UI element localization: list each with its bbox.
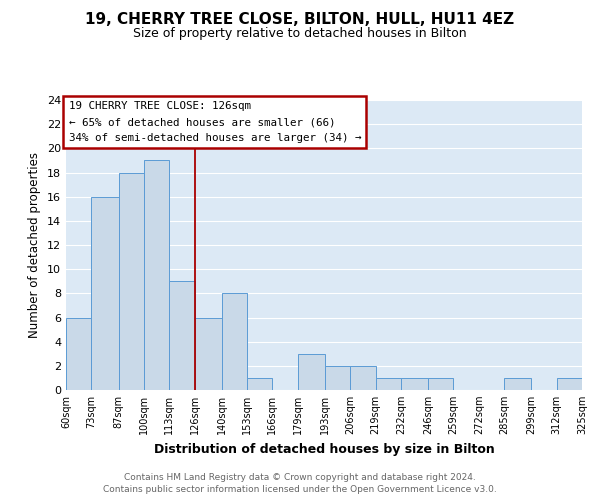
Bar (504, 378, 532, 390)
Bar (376, 378, 401, 390)
Bar (325, 366, 350, 390)
Text: Size of property relative to detached houses in Bilton: Size of property relative to detached ho… (133, 28, 467, 40)
Bar (401, 378, 428, 390)
Bar (557, 378, 582, 390)
Bar (428, 378, 454, 390)
Bar (350, 366, 376, 390)
Bar (144, 160, 169, 390)
Text: Contains public sector information licensed under the Open Government Licence v3: Contains public sector information licen… (103, 485, 497, 494)
Bar (91, 196, 119, 390)
Bar (119, 172, 144, 390)
Bar (298, 354, 325, 390)
Y-axis label: Number of detached properties: Number of detached properties (28, 152, 41, 338)
Bar (66, 318, 91, 390)
Bar (222, 294, 247, 390)
Bar (247, 378, 272, 390)
Text: 19, CHERRY TREE CLOSE, BILTON, HULL, HU11 4EZ: 19, CHERRY TREE CLOSE, BILTON, HULL, HU1… (85, 12, 515, 28)
Text: 19 CHERRY TREE CLOSE: 126sqm
← 65% of detached houses are smaller (66)
34% of se: 19 CHERRY TREE CLOSE: 126sqm ← 65% of de… (68, 102, 361, 142)
Bar (194, 318, 222, 390)
Bar (169, 281, 194, 390)
X-axis label: Distribution of detached houses by size in Bilton: Distribution of detached houses by size … (154, 442, 494, 456)
Text: Contains HM Land Registry data © Crown copyright and database right 2024.: Contains HM Land Registry data © Crown c… (124, 472, 476, 482)
